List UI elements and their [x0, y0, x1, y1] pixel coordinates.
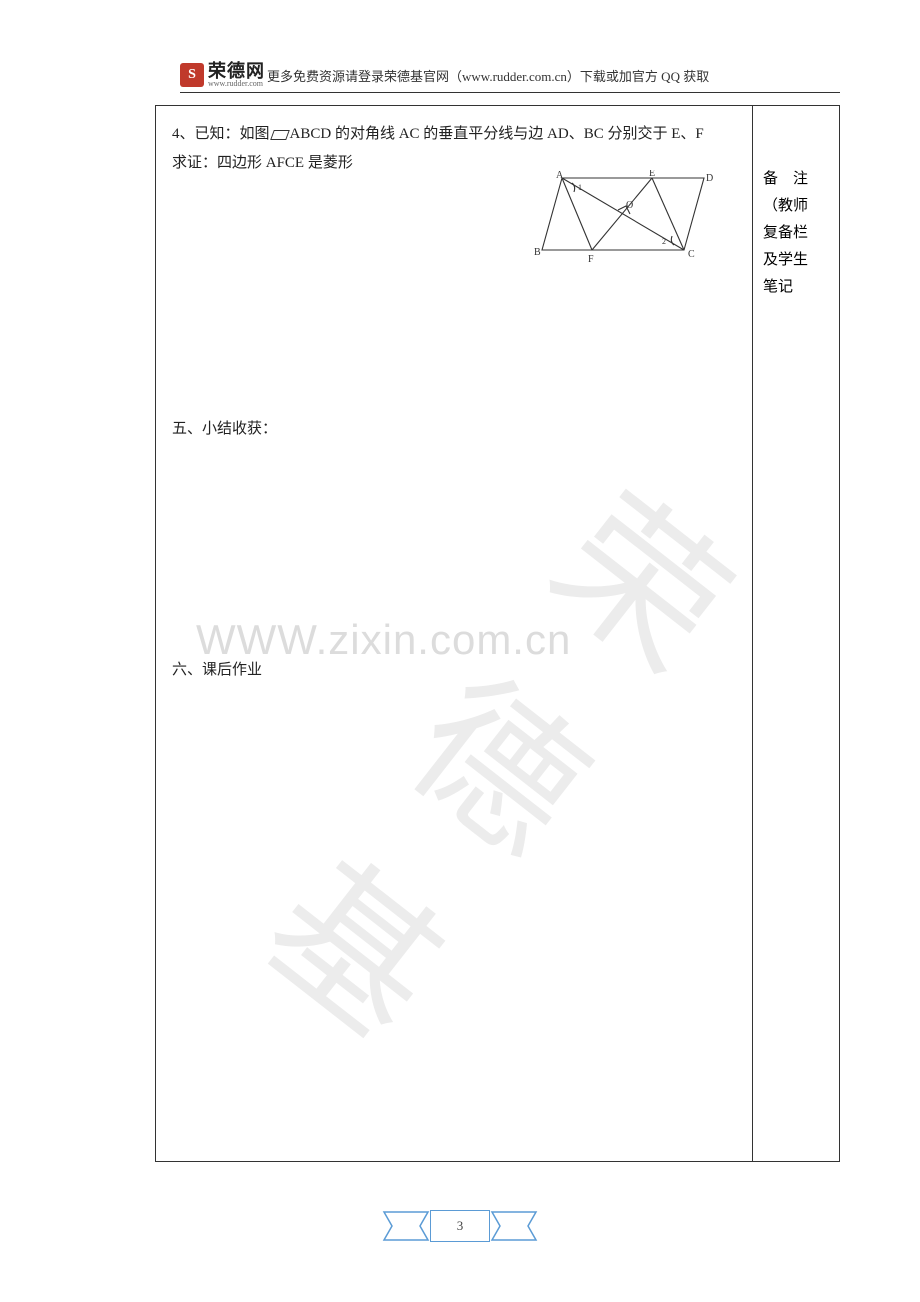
- content-layer: 4、已知：如图 ABCD 的对角线 AC 的垂直平分线与边 AD、BC 分别交于 …: [172, 120, 736, 679]
- p4-l1a: 4、已知：如图: [172, 126, 270, 142]
- page-body: 荣德基 WWW.zixin.com.cn 4、已知：如图ABCD 的对角线 AC…: [155, 105, 840, 1162]
- side-l1: 备 注: [763, 166, 829, 193]
- problem-4: 4、已知：如图 ABCD 的对角线 AC 的垂直平分线与边 AD、BC 分别交于 …: [172, 120, 736, 149]
- section-5-heading: 五、小结收获：: [172, 417, 736, 438]
- logo-icon: S: [180, 63, 204, 87]
- label-F: F: [588, 254, 594, 265]
- side-l2: （教师: [763, 193, 829, 220]
- header-text: 更多免费资源请登录荣德基官网（www.rudder.com.cn）下载或加官方 …: [267, 66, 709, 85]
- label-O: O: [626, 200, 633, 211]
- ribbon-right-icon: [490, 1210, 538, 1242]
- label-A: A: [556, 170, 564, 181]
- label-D: D: [706, 173, 713, 184]
- logo-en-text: www.rudder.com: [208, 80, 265, 88]
- page-header: S 荣德网 www.rudder.com 更多免费资源请登录荣德基官网（www.…: [180, 62, 840, 93]
- label-ang2: 2: [662, 237, 666, 246]
- side-column: 备 注 （教师 复备栏 及学生 笔记: [752, 105, 840, 1162]
- side-l4: 及学生: [763, 247, 829, 274]
- ribbon-left-icon: [382, 1210, 430, 1242]
- line-EC: [652, 178, 684, 250]
- side-l5: 笔记: [763, 274, 829, 301]
- geometry-diagram: A D B C E F O 1 2: [534, 170, 714, 265]
- side-l3: 复备栏: [763, 220, 829, 247]
- site-logo: S 荣德网 www.rudder.com: [180, 62, 265, 88]
- label-E: E: [649, 170, 655, 179]
- label-ang1: 1: [578, 183, 582, 192]
- line-AF: [562, 178, 592, 250]
- label-B: B: [534, 247, 541, 258]
- page-number-ribbon: 3: [382, 1210, 538, 1242]
- section-6-heading: 六、课后作业: [172, 658, 736, 679]
- main-column: 荣德基 WWW.zixin.com.cn 4、已知：如图ABCD 的对角线 AC…: [155, 105, 752, 1162]
- page-number: 3: [430, 1210, 490, 1242]
- line-EF: [592, 178, 652, 250]
- logo-cn-text: 荣德网: [208, 62, 265, 80]
- p4-l1b: ABCD 的对角线 AC 的垂直平分线与边 AD、BC 分别交于 E、F: [290, 126, 704, 142]
- label-C: C: [688, 249, 695, 260]
- parallelogram-icon: [270, 130, 290, 140]
- logo-text-wrap: 荣德网 www.rudder.com: [208, 62, 265, 88]
